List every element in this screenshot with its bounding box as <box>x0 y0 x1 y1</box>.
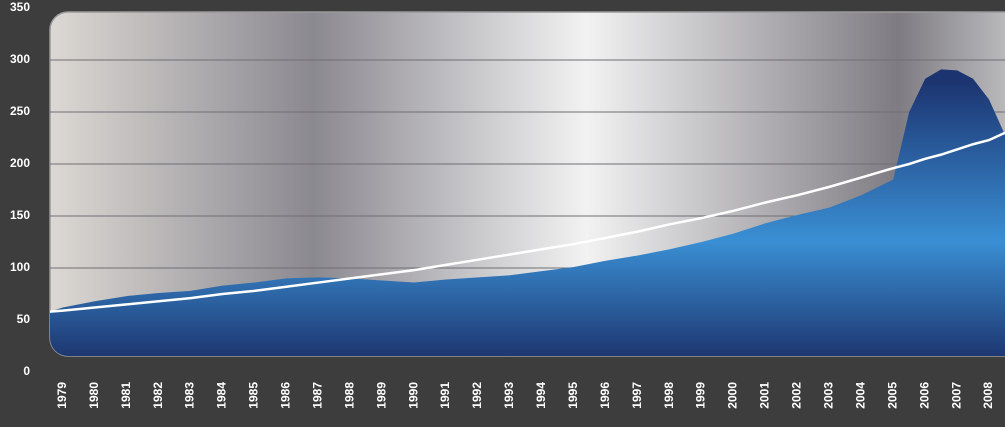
x-tick-label: 2008 <box>981 382 995 409</box>
x-tick-label: 1986 <box>279 382 293 409</box>
y-tick-label: 150 <box>10 208 30 222</box>
y-tick-label: 200 <box>10 156 30 170</box>
x-tick-label: 1995 <box>566 382 580 409</box>
trend-line <box>50 131 1005 313</box>
x-tick-label: 1980 <box>87 382 101 409</box>
x-tick-label: 1991 <box>438 382 452 409</box>
x-tick-label: 1981 <box>119 382 133 409</box>
x-tick-label: 1992 <box>470 382 484 409</box>
y-tick-label: 300 <box>10 52 30 66</box>
x-tick-label: 2002 <box>790 382 804 409</box>
x-tick-label: 1990 <box>406 382 420 409</box>
x-tick-label: 2000 <box>726 382 740 409</box>
x-tick-label: 1998 <box>662 382 676 409</box>
area <box>50 69 1005 356</box>
plot-area <box>50 59 1005 356</box>
x-tick-label: 1989 <box>374 382 388 409</box>
x-tick-label: 2006 <box>917 382 931 409</box>
y-tick-label: 350 <box>10 0 30 14</box>
x-tick-label: 2004 <box>853 382 867 409</box>
x-tick-label: 1993 <box>502 382 516 409</box>
x-tick-label: 1984 <box>215 382 229 409</box>
x-tick-label: 1983 <box>183 382 197 409</box>
x-tick-label: 1985 <box>247 382 261 409</box>
x-tick-label: 1987 <box>310 382 324 409</box>
x-tick-label: 1994 <box>534 382 548 409</box>
x-tick-label: 2007 <box>949 382 963 409</box>
x-tick-label: 2003 <box>822 382 836 409</box>
x-tick-label: 1997 <box>630 382 644 409</box>
x-tick-label: 1999 <box>694 382 708 409</box>
y-tick-label: 0 <box>23 364 30 378</box>
y-tick-label: 250 <box>10 104 30 118</box>
x-tick-label: 1979 <box>55 382 69 409</box>
y-tick-label: 50 <box>17 312 31 326</box>
x-tick-label: 1982 <box>151 382 165 409</box>
x-tick-label: 1988 <box>342 382 356 409</box>
x-tick-label: 2005 <box>885 382 899 409</box>
x-tick-label: 1996 <box>598 382 612 409</box>
y-tick-label: 100 <box>10 260 30 274</box>
x-tick-label: 2001 <box>758 382 772 409</box>
